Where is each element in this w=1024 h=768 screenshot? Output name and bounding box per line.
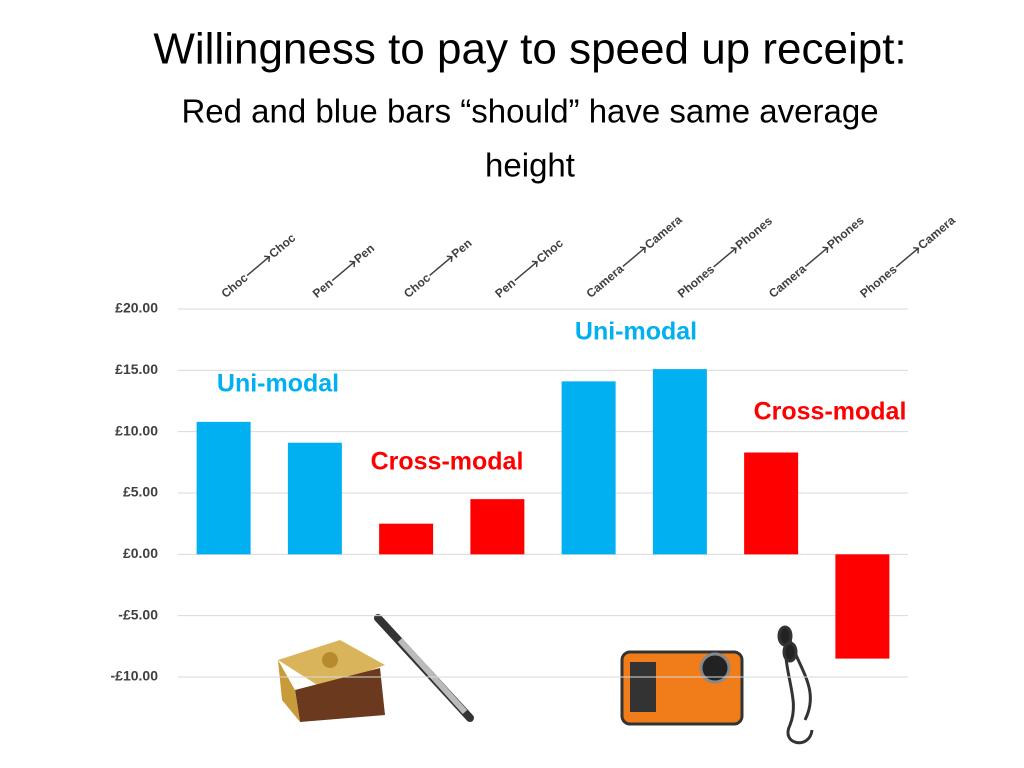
x-tick-label: Camera🡒Camera xyxy=(584,213,685,301)
y-tick-label: £10.00 xyxy=(115,422,158,438)
bar xyxy=(196,421,251,555)
y-tick-label: £15.00 xyxy=(115,361,158,377)
bar xyxy=(744,452,799,555)
x-tick-label: Phones🡒Phones xyxy=(675,213,775,300)
subtitle: Red and blue bars “should” have same ave… xyxy=(181,93,878,130)
annotation: Uni-modal xyxy=(575,318,697,346)
y-tick-label: £20.00 xyxy=(115,300,158,316)
x-tick-label: Pen🡒Pen xyxy=(310,241,377,301)
pen xyxy=(374,614,474,722)
subtitle: height xyxy=(485,147,575,184)
chart-title: Willingness to pay to speed up receipt: xyxy=(153,25,906,74)
y-tick-label: £0.00 xyxy=(123,545,158,561)
x-tick-label: Pen🡒Choc xyxy=(492,236,566,301)
bar xyxy=(287,442,342,555)
y-tick-label: -£10.00 xyxy=(111,668,159,684)
bar xyxy=(561,381,616,555)
x-tick-label: Phones🡒Camera xyxy=(857,213,958,301)
y-tick-label: £5.00 xyxy=(123,484,158,500)
x-tick-label: Camera🡒Phones xyxy=(766,213,867,301)
annotation: Uni-modal xyxy=(217,370,339,398)
earphones xyxy=(777,625,814,745)
y-tick-label: -£5.00 xyxy=(118,606,158,622)
x-tick-label: Choc🡒Pen xyxy=(401,236,474,301)
bar xyxy=(652,369,707,555)
bar xyxy=(835,554,890,659)
annotation: Cross-modal xyxy=(371,448,524,476)
x-tick-label: Choc🡒Choc xyxy=(219,231,299,301)
annotation: Cross-modal xyxy=(754,398,907,426)
bar xyxy=(379,523,434,555)
camera xyxy=(620,650,744,726)
chocolate-box xyxy=(278,640,385,722)
bar xyxy=(470,499,525,555)
